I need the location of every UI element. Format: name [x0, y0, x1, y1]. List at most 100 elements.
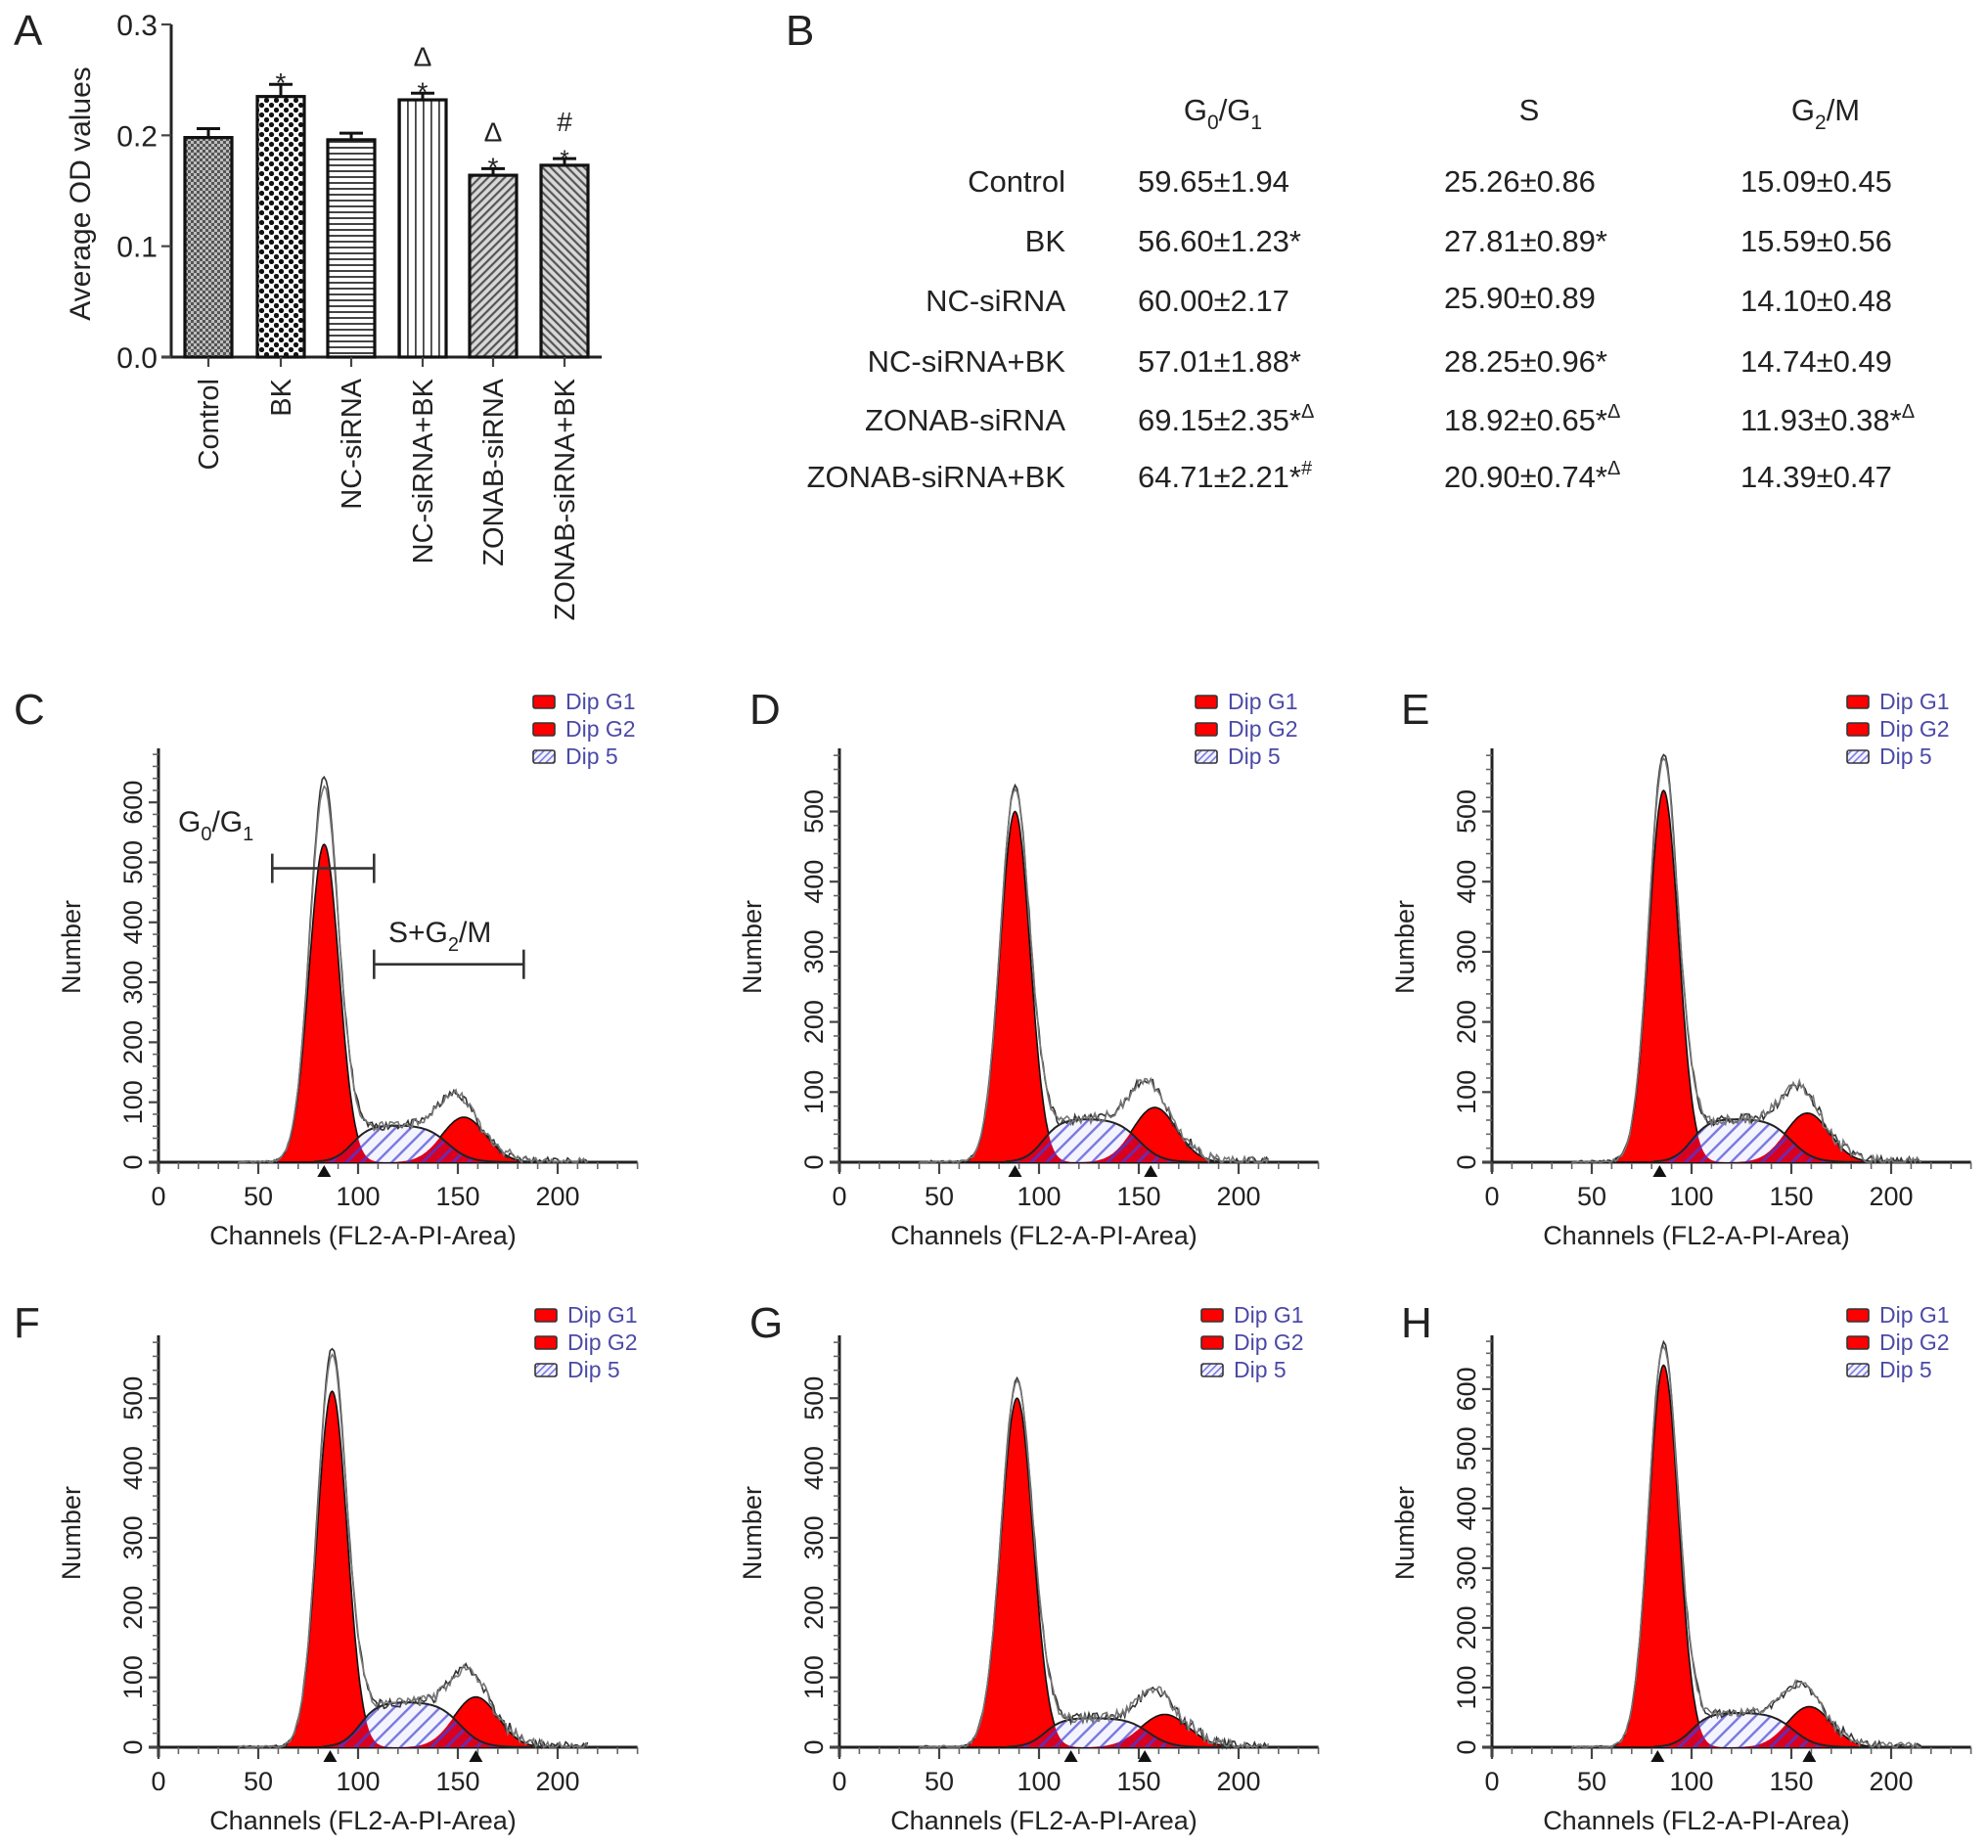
panel-label-f: F — [14, 1299, 40, 1347]
legend-swatch-dip-g2 — [534, 1335, 558, 1350]
peak-marker-icon — [469, 1750, 483, 1762]
legend-label: Dip 5 — [567, 1357, 620, 1382]
dip-s-area — [1653, 1713, 1879, 1747]
y-tick-label: 600 — [1452, 1367, 1481, 1411]
x-tick-label: 200 — [535, 1182, 579, 1211]
legend-label: Dip G2 — [1879, 1330, 1950, 1355]
legend-swatch-dip-g2 — [1195, 722, 1218, 737]
table-cell: 25.90±0.89 — [1444, 281, 1596, 315]
table-cell: 15.09±0.45 — [1740, 164, 1892, 199]
panel-g-histogram: G 0 100 200 300 400 500 0 50 100 150 200 Channels (F… — [738, 1299, 1320, 1835]
x-axis-title: Channels (FL2-A-PI-Area) — [209, 1806, 517, 1835]
legend-swatch-dip-5 — [534, 1363, 558, 1377]
legend-swatch-dip-5 — [1200, 1363, 1224, 1377]
table-cell: 60.00±2.17 — [1138, 284, 1289, 318]
raw-data-trace — [919, 1375, 1269, 1750]
legend-label: Dip G2 — [1234, 1330, 1304, 1355]
legend-label: Dip 5 — [1228, 744, 1281, 769]
x-tick-label: 50 — [925, 1767, 954, 1796]
y-tick-label: 0 — [1452, 1154, 1481, 1169]
bar-y-tick-label: 0.2 — [116, 120, 158, 153]
legend-label: Dip G1 — [1234, 1302, 1304, 1328]
bar-nc-sirna-bk — [397, 98, 448, 359]
peak-marker-icon — [1063, 1750, 1078, 1762]
x-tick-label: 0 — [1484, 1767, 1499, 1796]
panel-label-b: B — [786, 7, 814, 55]
peak-marker-icon — [1138, 1750, 1152, 1762]
table-cell: 28.25±0.96* — [1444, 344, 1607, 379]
table-cell: 57.01±1.88* — [1138, 344, 1301, 379]
significance-mark: * — [488, 152, 499, 182]
bar-category-label: NC-siRNA — [337, 378, 368, 509]
y-tick-label: 0 — [118, 1739, 148, 1754]
y-tick-label: 0 — [118, 1154, 148, 1169]
raw-data-trace — [238, 775, 589, 1164]
table-cell: 64.71±2.21*# — [1138, 458, 1313, 494]
bar-nc-sirna — [326, 138, 377, 359]
legend-swatch-dip-g2 — [532, 722, 556, 737]
x-tick-label: 0 — [151, 1767, 165, 1796]
raw-data-trace — [919, 1378, 1270, 1749]
dip-s-area — [314, 1125, 534, 1162]
x-tick-label: 0 — [151, 1182, 165, 1211]
legend-label: Dip G2 — [1879, 716, 1950, 742]
x-tick-label: 50 — [1577, 1182, 1606, 1211]
legend-swatch-dip-g1 — [534, 1308, 558, 1323]
peak-marker-icon — [317, 1165, 332, 1177]
gate-s-g2m — [373, 949, 525, 979]
y-tick-label: 300 — [799, 1515, 829, 1559]
x-axis-title: Channels (FL2-A-PI-Area) — [890, 1806, 1197, 1835]
table-row: NC-siRNA 60.00±2.17 25.90±0.89 14.10±0.48 — [926, 281, 1892, 318]
legend-label: Dip G1 — [1879, 1302, 1950, 1328]
panel-h-histogram: H 0 100 200 300 400 500 600 0 50 100 150 200 Channels… — [1390, 1299, 1972, 1835]
dip-s-outline — [1653, 1712, 1879, 1748]
y-tick-label: 500 — [799, 789, 829, 834]
panel-e-histogram: E 0 100 200 300 400 500 0 50 100 150 200 Channels (F… — [1390, 686, 1972, 1250]
bar-category-label: Control — [194, 379, 225, 471]
y-tick-label: 100 — [799, 1070, 829, 1114]
y-tick-label: 300 — [118, 961, 148, 1005]
table-cell: 14.10±0.48 — [1740, 284, 1892, 318]
y-tick-label: 500 — [799, 1376, 829, 1420]
gate-label-g0-g1: G0/G1 — [178, 806, 253, 845]
dip-g1-area — [1603, 789, 1725, 1163]
dip-g1-area — [263, 843, 385, 1163]
legend-label: Dip G1 — [565, 689, 636, 714]
y-tick-label: 100 — [1452, 1665, 1481, 1709]
raw-data-trace — [919, 783, 1270, 1164]
bar-category-label: NC-siRNA+BK — [408, 378, 439, 563]
significance-mark: * — [276, 68, 287, 98]
table-row: ZONAB-siRNA 69.15±2.35*Δ 18.92±0.65*Δ 11.93… — [865, 401, 1915, 437]
panel-label-g: G — [749, 1299, 783, 1347]
x-tick-label: 0 — [1484, 1182, 1499, 1211]
table-row-label: BK — [1025, 224, 1066, 258]
raw-data-trace — [1571, 1344, 1921, 1749]
dip-s-area — [1007, 1718, 1235, 1747]
raw-data-trace — [238, 1347, 589, 1750]
table-row: BK 56.60±1.23* 27.81±0.89* 15.59±0.56 — [1025, 224, 1892, 258]
table-cell: 56.60±1.23* — [1138, 224, 1301, 258]
x-tick-label: 100 — [1017, 1182, 1061, 1211]
x-axis-title: Channels (FL2-A-PI-Area) — [1543, 1806, 1850, 1835]
legend-swatch-dip-5 — [1846, 1363, 1870, 1377]
y-axis-title: Number — [57, 900, 86, 994]
table-row: ZONAB-siRNA+BK 64.71±2.21*# 20.90±0.74*Δ 14… — [807, 458, 1892, 494]
legend-swatch-dip-5 — [1195, 749, 1218, 764]
table-column-header: G2/M — [1791, 93, 1860, 134]
significance-mark: * — [560, 146, 568, 172]
table-cell: 20.90±0.74*Δ — [1444, 458, 1620, 494]
table-row-label: NC-siRNA+BK — [868, 344, 1066, 379]
y-tick-label: 200 — [1452, 1605, 1481, 1649]
x-tick-label: 100 — [1669, 1767, 1713, 1796]
y-axis-title: Number — [1390, 900, 1420, 994]
dip-s-outline — [314, 1124, 534, 1163]
y-tick-label: 200 — [118, 1020, 148, 1064]
y-axis-title: Number — [738, 1486, 767, 1580]
panel-f-histogram: F 0 100 200 300 400 500 0 50 100 150 200 Channels (F… — [14, 1299, 639, 1835]
x-tick-label: 200 — [535, 1767, 579, 1796]
